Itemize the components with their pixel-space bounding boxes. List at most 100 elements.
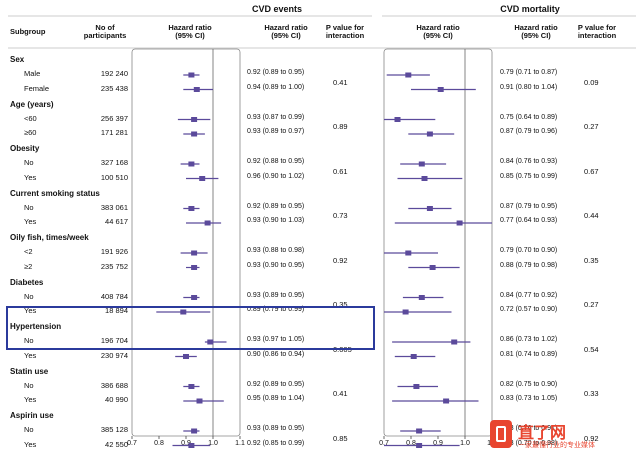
group-heading: Statin use bbox=[10, 366, 49, 376]
events-hr-text: 0.93 (0.90 to 0.95) bbox=[247, 261, 305, 269]
mortality-tick-label: 0.9 bbox=[433, 440, 443, 447]
participants-count: 40 990 bbox=[105, 395, 128, 404]
events-hr-text: 0.89 (0.79 to 0.99) bbox=[247, 306, 305, 313]
events-point-marker bbox=[207, 339, 214, 345]
events-hr-text: 0.92 (0.89 to 0.95) bbox=[247, 380, 305, 388]
events-point-marker bbox=[191, 265, 198, 270]
mortality-hr-text: 0.82 (0.75 to 0.90) bbox=[500, 380, 558, 388]
watermark-logo-icon bbox=[490, 420, 512, 448]
mortality-point-marker bbox=[426, 206, 433, 211]
group-heading: Age (years) bbox=[10, 99, 54, 109]
mortality-hr-text: 0.86 (0.73 to 1.02) bbox=[500, 336, 558, 343]
mortality-hr-ci-header: Hazard ratio (95% CI) bbox=[514, 23, 558, 40]
subgroup-label: No bbox=[24, 291, 34, 301]
participants-count: 408 784 bbox=[100, 291, 128, 301]
group-heading: Current smoking status bbox=[10, 188, 100, 198]
participants-count: 196 704 bbox=[100, 336, 128, 345]
mortality-point-marker bbox=[429, 265, 436, 270]
events-tick-label: 0.8 bbox=[154, 440, 164, 447]
mortality-hr-text: 0.83 (0.70 to 0.98) bbox=[500, 439, 558, 447]
events-point-marker bbox=[188, 206, 195, 211]
events-point-marker bbox=[188, 72, 195, 78]
mortality-p-value: 0.54 bbox=[584, 344, 599, 354]
events-hr-text: 0.93 (0.89 to 0.95) bbox=[247, 291, 305, 299]
mortality-tick-label: 1.0 bbox=[460, 440, 470, 447]
subgroup-label: ≥2 bbox=[24, 261, 33, 271]
mortality-point-marker bbox=[418, 161, 425, 167]
events-p-value: 0.41 bbox=[333, 389, 348, 398]
events-p-header: P value for interaction bbox=[325, 23, 365, 40]
mortality-point-marker bbox=[405, 72, 412, 78]
mortality-hr-text: 0.91 (0.80 to 1.04) bbox=[500, 83, 558, 91]
events-p-value: 0.85 bbox=[333, 433, 348, 443]
mortality-hr-text: 0.83 (0.76 to 0.91) bbox=[500, 425, 558, 432]
events-hr-ci-header: Hazard ratio (95% CI) bbox=[264, 23, 308, 40]
events-p-value: 0.35 bbox=[333, 300, 348, 309]
mortality-hr-text: 0.88 (0.79 to 0.98) bbox=[500, 261, 558, 269]
events-point-marker bbox=[183, 354, 189, 359]
subgroup-label: No bbox=[24, 158, 34, 167]
mortality-hr-text: 0.77 (0.64 to 0.93) bbox=[500, 217, 558, 224]
participants-count: 44 617 bbox=[105, 217, 128, 226]
subgroup-label: Yes bbox=[24, 306, 37, 315]
participants-count: 171 281 bbox=[100, 128, 128, 137]
mortality-hr-text: 0.84 (0.76 to 0.93) bbox=[500, 158, 558, 165]
mortality-p-value: 0.27 bbox=[584, 122, 599, 131]
participants-count: 230 974 bbox=[100, 350, 128, 360]
mortality-point-marker bbox=[456, 220, 463, 226]
subgroup-label: No bbox=[24, 336, 34, 345]
events-hr-text: 0.92 (0.89 to 0.95) bbox=[247, 202, 305, 210]
events-hr-text: 0.92 (0.89 to 0.95) bbox=[247, 69, 305, 76]
mortality-panel-frame bbox=[383, 48, 493, 437]
cvd-mortality-title: CVD mortality bbox=[500, 4, 560, 14]
subgroup-label: Yes bbox=[24, 439, 37, 449]
subgroup-label: No bbox=[24, 202, 34, 212]
events-hr-text: 0.93 (0.89 to 0.95) bbox=[247, 425, 305, 432]
events-point-marker bbox=[191, 428, 198, 434]
mortality-hr-text: 0.87 (0.79 to 0.95) bbox=[500, 202, 558, 210]
participants-count: 191 926 bbox=[100, 247, 128, 256]
subgroup-label: ≥60 bbox=[24, 128, 37, 137]
events-hr-text: 0.93 (0.89 to 0.97) bbox=[247, 128, 305, 135]
mortality-point-marker bbox=[426, 131, 433, 137]
events-p-value: 0.89 bbox=[333, 122, 348, 131]
events-point-marker bbox=[196, 398, 203, 404]
participants-count: 42 550 bbox=[105, 439, 128, 449]
events-tick-label: 1.0 bbox=[208, 440, 218, 447]
events-point-marker bbox=[191, 295, 198, 300]
hypertension-highlight-box bbox=[6, 306, 375, 350]
mortality-p-value: 0.27 bbox=[584, 300, 599, 309]
mortality-p-header: P value for interaction bbox=[577, 23, 617, 40]
watermark: 直了网 一家最懂行业的专业媒体 bbox=[490, 418, 638, 454]
subgroup-label: <60 bbox=[24, 113, 37, 123]
mortality-tick-label: 0.8 bbox=[406, 440, 416, 447]
group-heading: Aspirin use bbox=[10, 411, 54, 420]
participants-count: 383 061 bbox=[100, 202, 128, 212]
mortality-p-value: 0.67 bbox=[584, 166, 599, 176]
group-heading: Sex bbox=[10, 55, 25, 64]
mortality-tick-label: 0.7 bbox=[379, 440, 389, 447]
subgroup-label: Yes bbox=[24, 172, 37, 182]
participants-count: 327 168 bbox=[100, 158, 128, 167]
events-hr-text: 0.93 (0.90 to 1.03) bbox=[247, 217, 305, 224]
group-heading: Oily fish, times/week bbox=[10, 233, 89, 242]
participants-count: 235 752 bbox=[100, 261, 128, 271]
events-point-marker bbox=[191, 117, 198, 122]
participants-count: 385 128 bbox=[100, 425, 128, 434]
mortality-point-marker bbox=[451, 339, 458, 345]
events-tick-label: 0.7 bbox=[127, 440, 137, 447]
events-point-marker bbox=[188, 443, 195, 448]
events-hr-text: 0.93 (0.87 to 0.99) bbox=[247, 113, 305, 121]
events-hr-text: 0.92 (0.85 to 0.99) bbox=[247, 439, 305, 447]
events-p-value: 0.61 bbox=[333, 166, 348, 176]
events-tick-label: 1.1 bbox=[235, 440, 245, 447]
subgroup-label: Yes bbox=[24, 217, 37, 226]
events-point-marker bbox=[188, 161, 195, 167]
events-hr-header: Hazard ratio (95% CI) bbox=[168, 23, 212, 40]
mortality-point-marker bbox=[405, 250, 412, 256]
mortality-point-marker bbox=[410, 354, 417, 359]
participants-count: 256 397 bbox=[100, 113, 128, 123]
mortality-hr-text: 0.85 (0.75 to 0.99) bbox=[500, 172, 558, 180]
subgroup-label: No bbox=[24, 425, 34, 434]
